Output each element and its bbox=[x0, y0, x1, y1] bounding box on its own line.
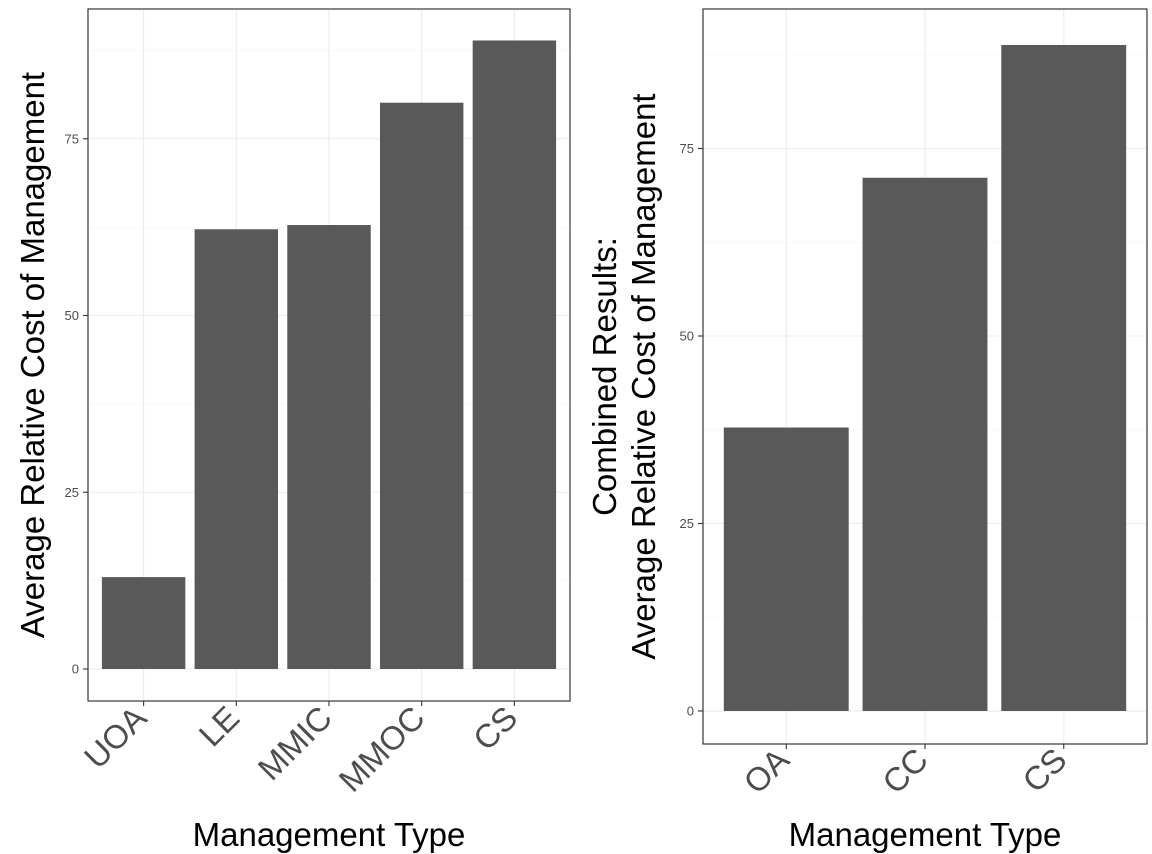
x-tick-label-oa: OA bbox=[736, 741, 796, 801]
y-tick-label: 75 bbox=[680, 141, 694, 156]
bar-le bbox=[194, 229, 279, 669]
x-tick-label-mmoc: MMOC bbox=[332, 699, 432, 799]
y-tick-label: 50 bbox=[680, 329, 694, 344]
y-axis-title: Average Relative Cost of Management bbox=[14, 72, 51, 638]
x-tick-label-uoa: UOA bbox=[77, 699, 154, 776]
x-axis-title: Management Type bbox=[193, 816, 466, 853]
y-tick-label: 0 bbox=[687, 704, 694, 719]
y-tick-label: 50 bbox=[65, 308, 79, 323]
bar-mmic bbox=[287, 225, 371, 669]
x-tick-label-cs: CS bbox=[466, 699, 525, 758]
bar-cs bbox=[472, 40, 557, 670]
x-axis-title: Management Type bbox=[789, 816, 1062, 853]
x-tick-label-mmic: MMIC bbox=[251, 699, 339, 787]
y-tick-label: 0 bbox=[72, 662, 79, 677]
x-tick-label-cs: CS bbox=[1015, 741, 1074, 800]
y-axis-title: Average Relative Cost of Management bbox=[625, 93, 662, 659]
x-tick-label-le: LE bbox=[192, 699, 247, 754]
x-tick-label-cc: CC bbox=[875, 741, 935, 801]
bar-cs bbox=[1001, 45, 1127, 711]
bar-cc bbox=[862, 177, 988, 711]
y-tick-label: 25 bbox=[65, 485, 79, 500]
y-tick-label: 75 bbox=[65, 131, 79, 146]
bar-uoa bbox=[101, 577, 186, 669]
right-bar-chart: 0 25 50 75 OA CC CS Management Type Combined Res… bbox=[586, 8, 1148, 853]
y-axis-title: Combined Results: bbox=[586, 237, 623, 516]
bar-mmoc bbox=[379, 102, 464, 670]
bar-oa bbox=[723, 427, 849, 711]
y-tick-label: 25 bbox=[680, 516, 694, 531]
